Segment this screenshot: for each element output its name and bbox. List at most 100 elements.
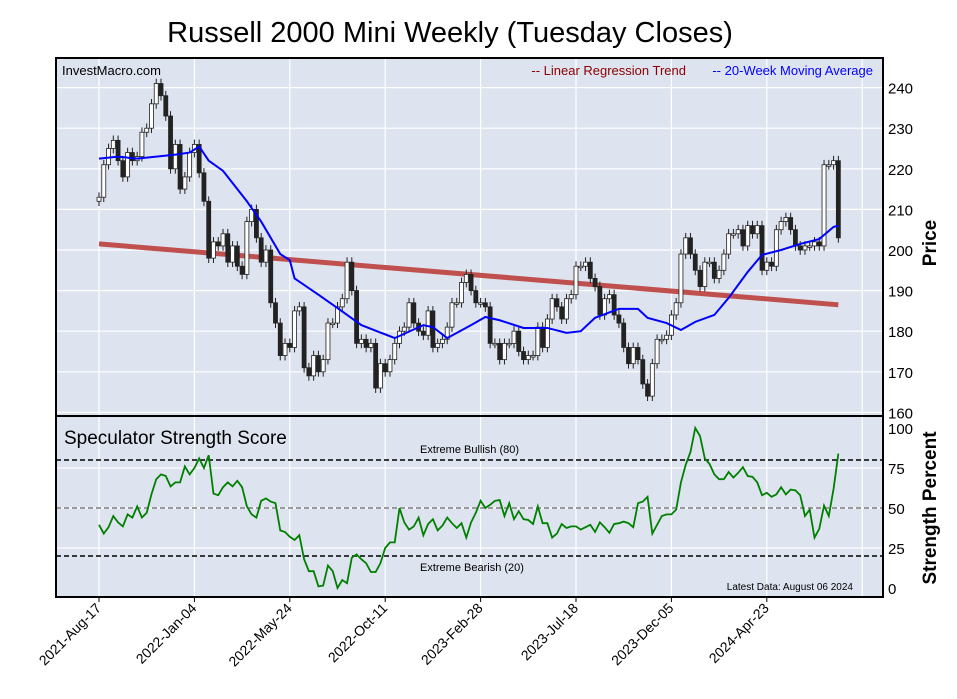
candle (635, 347, 641, 361)
candle (387, 359, 393, 373)
candle (182, 176, 188, 190)
candle (702, 261, 708, 287)
strength-series (56, 425, 883, 591)
candle (268, 249, 274, 304)
candle (778, 221, 784, 231)
candle (573, 265, 579, 296)
price-axis-label: Price (920, 220, 941, 266)
candle (440, 338, 445, 344)
strength-panel-border (55, 415, 884, 598)
candle (673, 302, 679, 316)
candle (330, 322, 336, 325)
candle (277, 322, 283, 356)
candle (592, 278, 598, 287)
price-panel (56, 58, 883, 416)
candle (435, 342, 441, 348)
candle (559, 306, 565, 320)
candle (401, 326, 407, 332)
candle (664, 334, 670, 340)
candle (211, 241, 216, 259)
candle (492, 342, 498, 346)
x-tick-label: 2022-Jan-04 (133, 600, 200, 667)
legend-regression: -- Linear Regression Trend (531, 63, 686, 78)
candle (420, 330, 426, 336)
x-tick-label: 2023-Dec-05 (608, 600, 677, 669)
candle (196, 144, 202, 174)
candle (626, 347, 631, 365)
price-tick-label: 200 (888, 243, 913, 260)
candle (468, 273, 474, 291)
candle (606, 294, 612, 300)
candle (320, 359, 326, 373)
price-tick-label: 170 (888, 365, 913, 382)
price-series (96, 78, 841, 402)
candle (215, 241, 221, 247)
candle (449, 302, 455, 328)
candle (564, 298, 569, 320)
candle (788, 217, 794, 231)
candle (826, 164, 832, 167)
candle (659, 338, 665, 342)
candle (616, 314, 622, 324)
candle (783, 217, 789, 222)
candle (306, 367, 312, 377)
candle (688, 237, 693, 255)
candle (234, 245, 240, 267)
strength-tick-label: 25 (888, 541, 905, 558)
candle (287, 342, 293, 348)
x-tick-label: 2023-Jul-18 (518, 600, 582, 664)
x-tick-label: 2021-Aug-17 (36, 600, 105, 669)
candle (568, 294, 574, 300)
candle (282, 342, 288, 356)
moving-average-line (98, 145, 839, 340)
candle (273, 302, 278, 324)
candle (554, 298, 560, 308)
candle (726, 233, 732, 255)
chart-title: Russell 2000 Mini Weekly (Tuesday Closes… (167, 17, 733, 49)
candle (649, 363, 655, 397)
candle (793, 229, 798, 247)
strength-tick-label: 100 (888, 421, 913, 438)
price-tick-label: 180 (888, 324, 913, 341)
strength-line (98, 425, 840, 591)
candle (583, 261, 588, 267)
candle (516, 330, 522, 352)
candle (139, 131, 145, 158)
candle (120, 160, 126, 178)
price-tick-label: 210 (888, 202, 913, 219)
candle (506, 342, 512, 346)
candle (172, 144, 178, 170)
candle (521, 351, 526, 361)
candle (502, 342, 507, 361)
candle (597, 286, 603, 316)
candle (473, 290, 479, 304)
candle (731, 233, 736, 236)
candle (640, 359, 646, 385)
candle (239, 265, 245, 275)
candle (96, 196, 102, 202)
candle (611, 294, 617, 316)
price-tick-label: 190 (888, 284, 913, 301)
candle (296, 306, 302, 312)
candle (153, 83, 159, 105)
candle (721, 253, 727, 271)
candle (678, 253, 684, 304)
extreme-bullish-label: Extreme Bullish (80) (420, 444, 519, 456)
candle (158, 83, 164, 97)
candle (683, 237, 689, 255)
candle (358, 338, 364, 344)
candle (544, 318, 550, 348)
candle (821, 164, 827, 247)
candle (125, 152, 131, 178)
candle (220, 233, 226, 247)
candle (363, 338, 369, 348)
candle (764, 261, 770, 271)
candle (459, 282, 464, 304)
strength-tick-label: 75 (888, 461, 905, 478)
candle (773, 229, 779, 267)
candle (230, 245, 235, 263)
candle (411, 302, 417, 324)
candle (759, 225, 765, 271)
candle (530, 355, 536, 358)
candle (454, 302, 460, 305)
